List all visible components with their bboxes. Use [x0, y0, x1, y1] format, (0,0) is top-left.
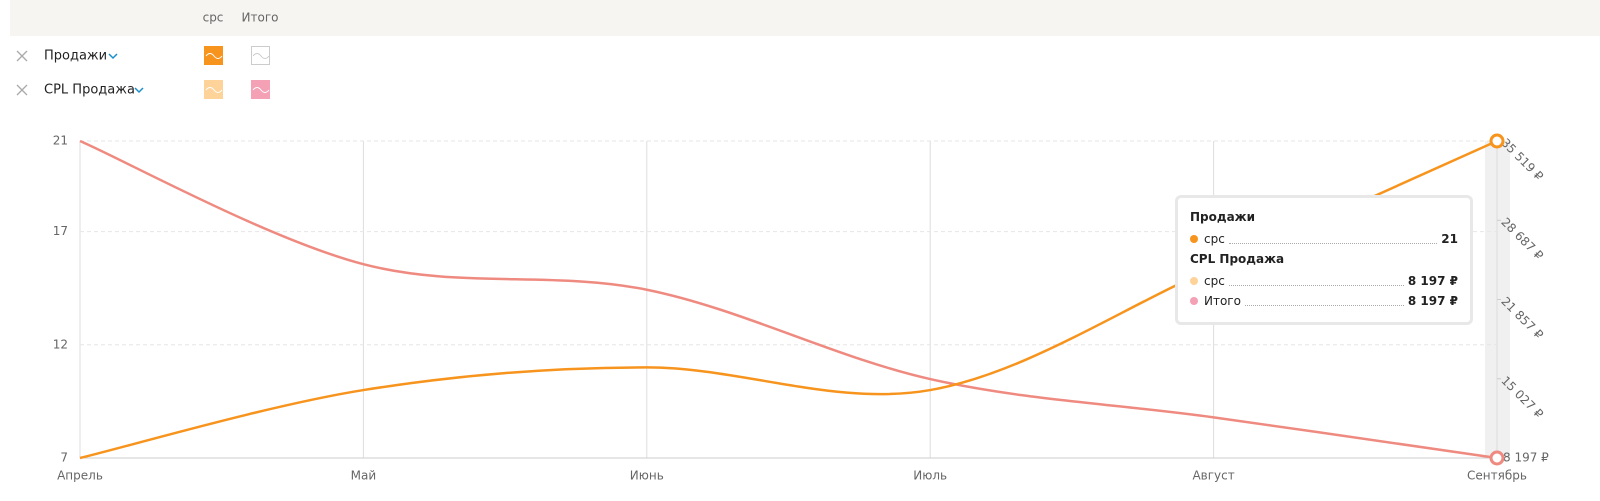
y-tick-label: 21 — [53, 134, 68, 148]
swatch-icon — [205, 53, 223, 59]
header-bar — [10, 0, 1600, 36]
tooltip-value: 8 197 ₽ — [1407, 294, 1458, 308]
column-header: Итого — [242, 11, 279, 25]
tooltip-name: cpc — [1204, 232, 1225, 246]
x-tick-label: Май — [351, 469, 377, 483]
tooltip-dot — [1190, 277, 1198, 285]
x-tick-label: Апрель — [57, 469, 103, 483]
row-label[interactable]: Продажи — [44, 49, 107, 64]
y-tick-label: 7 — [60, 451, 68, 465]
tooltip-row: Итого 8 197 ₽ — [1190, 294, 1458, 308]
tooltip-name: cpc — [1204, 274, 1225, 288]
remove-icon[interactable] — [16, 84, 28, 96]
tooltip-value: 8 197 ₽ — [1407, 274, 1458, 288]
x-tick-label: Июнь — [630, 469, 664, 483]
swatches — [204, 46, 270, 99]
tooltip-value: 21 — [1441, 232, 1458, 246]
swatch-icon — [252, 87, 270, 93]
tooltip-row: cpc 8 197 ₽ — [1190, 274, 1458, 288]
dropdown-icon[interactable] — [134, 87, 144, 94]
end-marker — [1489, 450, 1505, 466]
tooltip-leader — [1228, 276, 1404, 286]
x-tick-label: Сентябрь — [1467, 469, 1527, 483]
swatch-icon — [205, 87, 223, 93]
swatch-icon — [252, 53, 270, 59]
tooltip-leader — [1244, 296, 1404, 306]
column-header: cpc — [203, 11, 224, 25]
x-tick-label: Август — [1192, 469, 1234, 483]
series-line — [79, 139, 1498, 460]
y-tick-label: 12 — [53, 337, 68, 351]
tooltip-title: CPL Продажа — [1190, 252, 1285, 266]
y-tick-label: 17 — [53, 224, 68, 238]
end-marker — [1489, 133, 1505, 149]
row-controls — [16, 50, 28, 96]
tooltip-dot — [1190, 235, 1198, 243]
tooltip-row: cpc 21 — [1190, 232, 1458, 246]
dropdown-icon[interactable] — [108, 53, 118, 60]
tooltip-name: Итого — [1204, 294, 1241, 308]
y2-tick-label: 8 197 ₽ — [1503, 451, 1549, 465]
tooltip-leader — [1228, 234, 1438, 244]
tooltip-title: Продажи — [1190, 210, 1256, 224]
tooltip-dot — [1190, 297, 1198, 305]
row-label[interactable]: CPL Продажа — [44, 83, 135, 98]
remove-icon[interactable] — [16, 50, 28, 62]
x-tick-label: Июль — [913, 469, 947, 483]
tooltip: Продажи cpc 21 CPL Продажа cpc 8 197 ₽ Итого 8 … — [1175, 195, 1473, 325]
